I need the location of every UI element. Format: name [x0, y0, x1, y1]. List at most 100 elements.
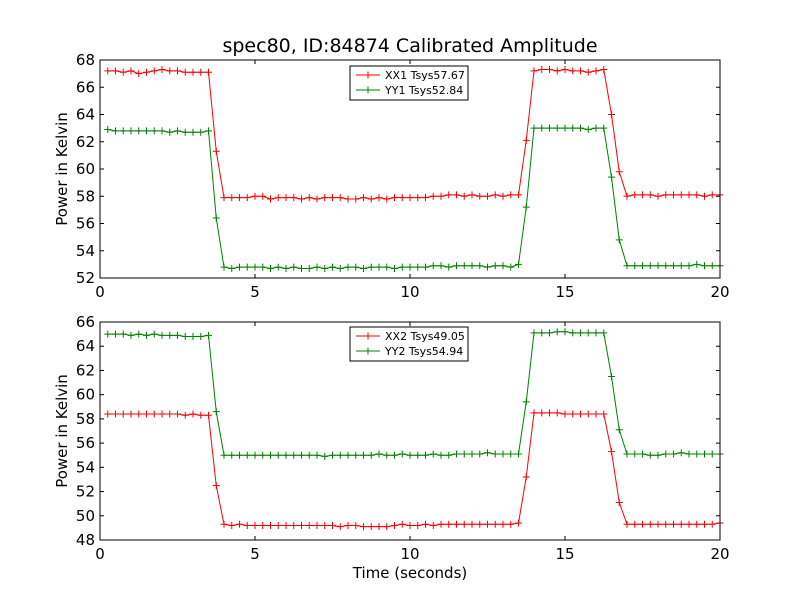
data-point [429, 450, 437, 458]
data-point [670, 191, 677, 199]
data-point [205, 127, 212, 135]
data-point [623, 450, 631, 458]
axes-frame [99, 59, 721, 279]
y-tick-label: 54 [76, 242, 95, 260]
data-point [615, 426, 623, 434]
data-point [267, 195, 274, 203]
data-point [538, 409, 546, 417]
data-point [274, 521, 282, 529]
data-point [670, 520, 677, 528]
data-point [453, 262, 460, 270]
data-point [181, 333, 189, 341]
data-point [166, 128, 174, 136]
legend-label: YY2 Tsys54.94 [384, 345, 463, 358]
series-xx2 [104, 409, 724, 531]
data-point [236, 451, 243, 459]
data-point [522, 473, 530, 481]
data-point [329, 521, 336, 529]
data-point [592, 410, 600, 418]
data-point [143, 127, 150, 135]
data-point [499, 262, 507, 270]
x-tick-label: 10 [400, 283, 419, 301]
data-point [236, 263, 243, 271]
data-point [453, 450, 460, 458]
data-point [476, 262, 484, 270]
data-point [507, 520, 515, 528]
data-point [429, 262, 437, 270]
ticks: 0 5 10 15 20 48 50 52 54 56 58 60 62 64 66 [76, 313, 730, 563]
data-point [243, 263, 251, 271]
data-point [391, 451, 398, 459]
y-tick-label: 64 [76, 106, 95, 124]
data-point [313, 195, 321, 203]
data-point [127, 127, 135, 135]
legend-item: XX2 Tsys49.05 [356, 330, 465, 343]
data-point [135, 70, 143, 78]
data-point [515, 519, 522, 527]
data-point [546, 329, 553, 337]
data-point [654, 262, 662, 270]
legend: XX1 Tsys57.67 YY1 Tsys52.84 [349, 65, 469, 101]
data-point [491, 191, 499, 199]
data-point [631, 262, 639, 270]
data-point [670, 450, 677, 458]
data-point [530, 329, 538, 337]
data-point [166, 67, 174, 75]
data-point [344, 263, 352, 271]
data-point [538, 124, 546, 132]
data-point [344, 195, 352, 203]
data-point [693, 520, 701, 528]
data-point [670, 262, 677, 270]
data-point [398, 520, 406, 528]
data-point [305, 194, 313, 202]
data-point [398, 450, 406, 458]
data-point [375, 450, 383, 458]
data-point [708, 450, 716, 458]
data-point [220, 451, 228, 459]
data-point [220, 263, 228, 271]
data-point [352, 263, 360, 271]
data-point [515, 191, 522, 199]
data-point [290, 451, 298, 459]
data-point [685, 520, 693, 528]
x-tick-label: 0 [95, 283, 105, 301]
data-point [468, 520, 476, 528]
legend-label: YY1 Tsys52.84 [384, 84, 463, 97]
data-point [569, 124, 577, 132]
data-point [639, 520, 646, 528]
data-point [437, 262, 445, 270]
data-point [553, 67, 561, 75]
data-point [507, 191, 515, 199]
data-point [119, 127, 127, 135]
data-point [561, 410, 569, 418]
data-point [360, 264, 367, 272]
data-point [515, 450, 522, 458]
data-point [584, 329, 592, 337]
data-point [662, 450, 670, 458]
data-point [321, 194, 329, 202]
data-point [367, 195, 375, 203]
data-point [150, 330, 158, 338]
data-point [398, 263, 406, 271]
data-point [104, 125, 112, 133]
data-point [476, 450, 484, 458]
data-point [143, 410, 150, 418]
data-point [654, 192, 662, 200]
data-point [662, 262, 670, 270]
y-tick-label: 48 [76, 531, 95, 549]
data-point [298, 451, 305, 459]
data-point [135, 127, 143, 135]
data-point [677, 449, 685, 457]
legend-label: XX1 Tsys57.67 [385, 69, 465, 82]
data-point [298, 195, 305, 203]
data-point [414, 451, 422, 459]
data-point [367, 523, 375, 531]
data-point [220, 194, 228, 202]
data-point [646, 191, 654, 199]
data-point [460, 450, 468, 458]
series-line [107, 68, 720, 200]
legend-item: XX1 Tsys57.67 [356, 69, 465, 82]
data-point [305, 521, 313, 529]
data-point [468, 262, 476, 270]
data-point [174, 410, 181, 418]
